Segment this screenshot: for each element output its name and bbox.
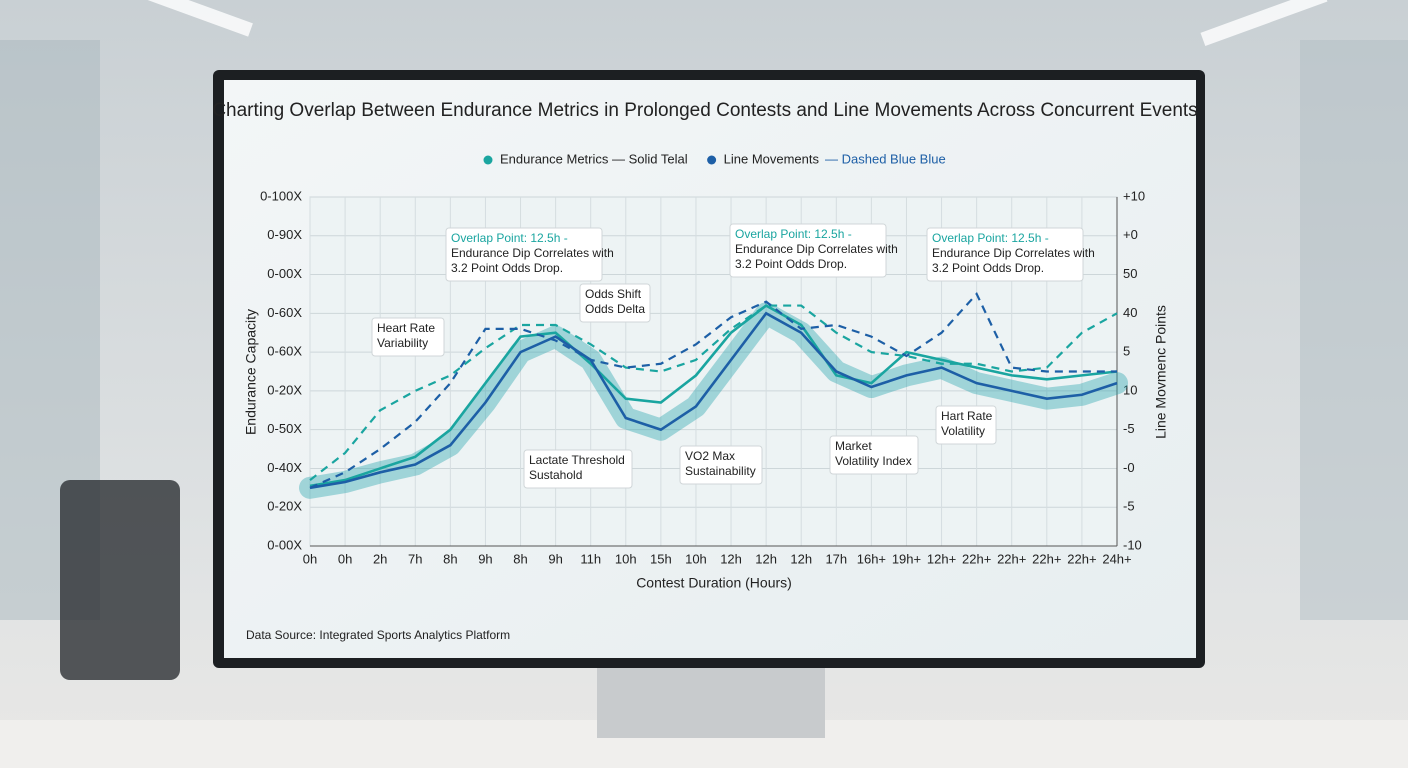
y2-tick-label: -5 xyxy=(1123,421,1135,436)
chair xyxy=(60,480,180,680)
y-tick-label: 0-60X xyxy=(267,344,302,359)
y2-tick-label: -10 xyxy=(1123,537,1142,552)
annotation: Overlap Point: 12.5h - xyxy=(451,231,568,245)
annotation: Sustainability xyxy=(685,464,756,478)
legend-label: Line Movements xyxy=(724,151,820,166)
x-tick-label: 9h xyxy=(548,551,562,566)
series-line xyxy=(309,304,1118,488)
x-tick-label: 12h xyxy=(755,551,777,566)
annotation: Endurance Dip Correlates with xyxy=(451,246,614,260)
x-tick-label: 8h xyxy=(443,551,457,566)
x-tick-label: 17h xyxy=(825,551,847,566)
annotation-box xyxy=(729,223,887,278)
annotation-box xyxy=(829,435,919,475)
legend-marker xyxy=(707,155,717,165)
x-tick-label: 19h+ xyxy=(892,551,921,566)
annotation-box xyxy=(445,227,603,282)
y-tick-label: 0-40X xyxy=(267,460,302,475)
y-tick-label: 0-90X xyxy=(267,227,302,242)
annotation: Endurance Dip Correlates with xyxy=(932,246,1095,260)
x-tick-label: 12h xyxy=(790,551,812,566)
x-tick-label: 10h xyxy=(685,551,707,566)
annotation: Market xyxy=(835,439,872,453)
annotation-box xyxy=(523,449,633,489)
chart-title: Charting Overlap Between Endurance Metri… xyxy=(212,100,1197,121)
annotation: VO2 Max xyxy=(685,449,735,463)
y-tick-label: 0-00X xyxy=(267,266,302,281)
y2-axis-label: Line Movmenc Points xyxy=(1153,305,1169,439)
annotation: Hart Rate xyxy=(941,409,993,423)
x-tick-label: 0h xyxy=(303,551,317,566)
y-tick-label: 0-20X xyxy=(267,499,302,514)
x-tick-label: 8h xyxy=(513,551,527,566)
y2-tick-label: 50 xyxy=(1123,266,1137,281)
annotation: Variability xyxy=(377,336,428,350)
y-tick-label: 0-20X xyxy=(267,382,302,397)
x-tick-label: 7h xyxy=(408,551,422,566)
x-tick-label: 2h xyxy=(373,551,387,566)
x-tick-label: 10h xyxy=(615,551,637,566)
annotation-box xyxy=(579,283,651,323)
x-tick-label: 0h xyxy=(338,551,352,566)
y2-tick-label: +10 xyxy=(1123,188,1145,203)
ceiling-light xyxy=(125,0,253,37)
annotation-box xyxy=(926,227,1084,282)
monitor-stand xyxy=(597,668,825,738)
annotation: Volatility Index xyxy=(835,454,912,468)
y-tick-label: 0-00X xyxy=(267,537,302,552)
annotation: Overlap Point: 12.5h - xyxy=(735,227,852,241)
annotation-box xyxy=(935,405,997,445)
y2-tick-label: -0 xyxy=(1123,460,1135,475)
annotation: Odds Shift xyxy=(585,287,642,301)
y2-tick-label: -5 xyxy=(1123,499,1135,514)
ceiling-light xyxy=(1200,0,1328,46)
series-line xyxy=(309,304,1118,481)
legend-label: Endurance Metrics — Solid Telal xyxy=(500,151,688,166)
annotation: Lactate Threshold xyxy=(529,453,625,467)
series-line xyxy=(309,311,1118,490)
x-tick-label: 15h xyxy=(650,551,672,566)
legend-extra: — Dashed Blue Blue xyxy=(825,151,946,166)
source-note: Data Source: Integrated Sports Analytics… xyxy=(246,628,510,642)
annotation: Odds Delta xyxy=(585,302,645,316)
annotation: Volatility xyxy=(941,424,985,438)
y2-tick-label: 10 xyxy=(1123,382,1137,397)
series-line xyxy=(309,291,1117,489)
x-tick-label: 22h+ xyxy=(1067,551,1096,566)
annotation: Overlap Point: 12.5h - xyxy=(932,231,1049,245)
x-tick-label: 22h+ xyxy=(1032,551,1061,566)
window xyxy=(1300,40,1408,620)
x-tick-label: 12h+ xyxy=(927,551,956,566)
annotation: 3.2 Point Odds Drop. xyxy=(932,261,1044,275)
x-tick-label: 11h xyxy=(580,551,601,566)
y-tick-label: 0-50X xyxy=(267,421,302,436)
annotation: 3.2 Point Odds Drop. xyxy=(735,257,847,271)
y-tick-label: 0-100X xyxy=(260,188,302,203)
x-tick-label: 12h xyxy=(720,551,742,566)
annotation: 3.2 Point Odds Drop. xyxy=(451,261,563,275)
x-tick-label: 22h+ xyxy=(962,551,991,566)
y2-tick-label: +0 xyxy=(1123,227,1138,242)
annotation: Endurance Dip Correlates with xyxy=(735,242,898,256)
annotation: Heart Rate xyxy=(377,321,435,335)
x-tick-label: 9h xyxy=(478,551,492,566)
annotation: Sustahold xyxy=(529,468,582,482)
y-tick-label: 0-60X xyxy=(267,305,302,320)
legend-marker xyxy=(483,155,493,165)
x-tick-label: 22h+ xyxy=(997,551,1026,566)
x-tick-label: 24h+ xyxy=(1102,551,1131,566)
y2-tick-label: 40 xyxy=(1123,305,1137,320)
x-tick-label: 16h+ xyxy=(857,551,886,566)
annotation-box xyxy=(371,317,445,357)
x-axis-label: Contest Duration (Hours) xyxy=(636,575,792,591)
y2-tick-label: 5 xyxy=(1123,344,1130,359)
y-axis-label: Endurance Capacity xyxy=(243,309,259,435)
annotation-box xyxy=(679,445,763,485)
